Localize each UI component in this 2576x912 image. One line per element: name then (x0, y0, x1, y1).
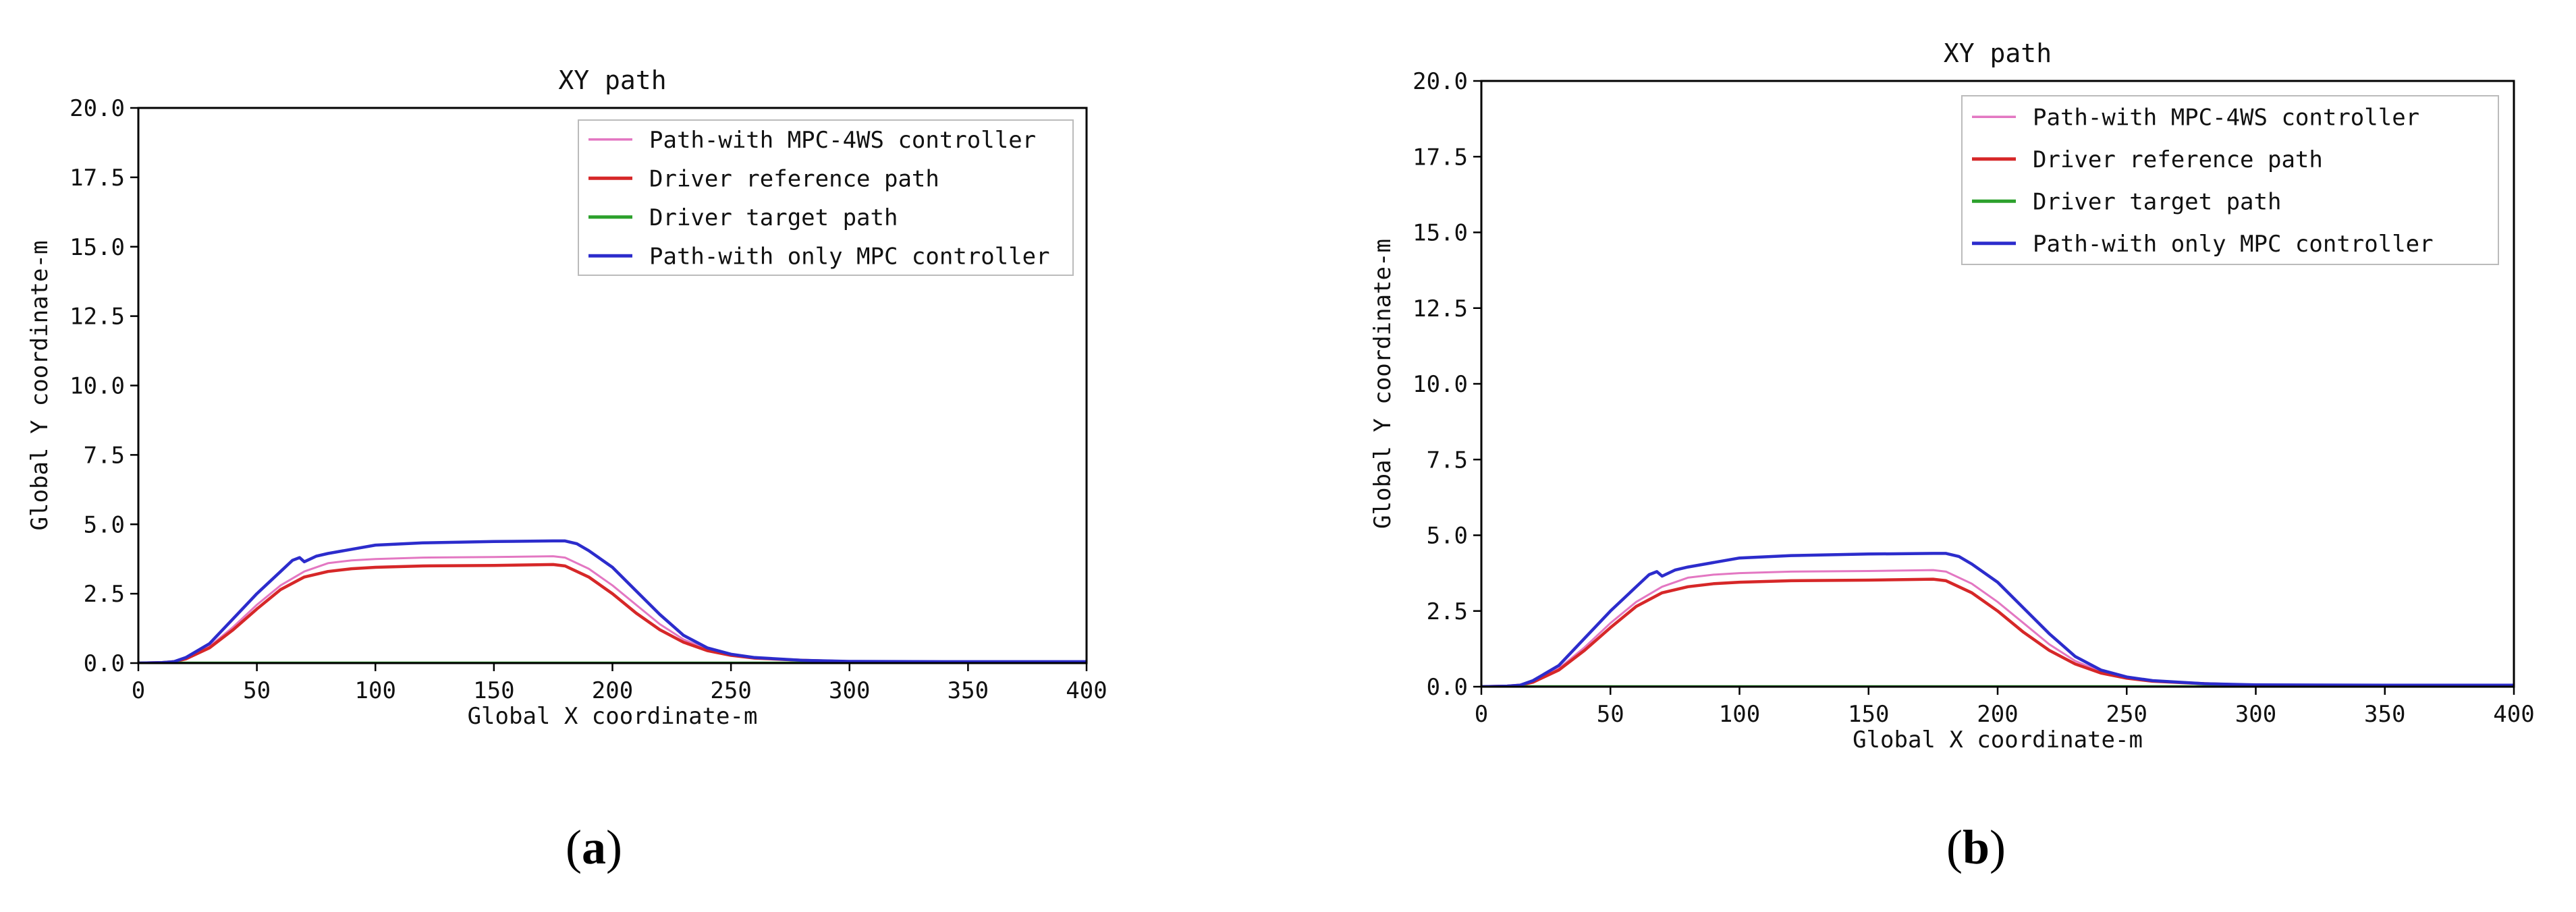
y-tick-label: 2.5 (1427, 598, 1468, 625)
x-tick-label: 200 (1977, 701, 2018, 728)
series-line-3 (138, 539, 1087, 663)
x-tick-label: 250 (710, 677, 751, 704)
chart-title: XY path (1944, 38, 2052, 68)
y-tick-label: 5.0 (84, 511, 125, 538)
x-tick-label: 250 (2106, 701, 2147, 728)
y-axis-label: Global Y coordinate-m (26, 241, 53, 531)
series-line-3 (1481, 552, 2514, 687)
x-tick-label: 100 (1719, 701, 1760, 728)
legend: Path-with MPC-4WS controller Driver refer… (578, 119, 1074, 276)
legend-box (1961, 95, 2499, 265)
x-tick-label: 0 (1475, 701, 1488, 728)
chart-panel-b: XY path 0 50 100 150 200 250 300 350 400 0.0 2.5 5.0… (1369, 38, 2535, 753)
x-tick-label: 300 (829, 677, 870, 704)
series-line-1 (1481, 577, 2514, 687)
x-axis-label: Global X coordinate-m (468, 703, 758, 730)
x-tick-label: 300 (2235, 701, 2276, 728)
chart-title: XY path (558, 65, 666, 95)
series-lines (1481, 552, 2514, 687)
x-tick-label: 400 (2493, 701, 2534, 728)
x-tick-label: 150 (1848, 701, 1889, 728)
y-tick-label: 17.5 (1413, 144, 1468, 171)
y-tick-label: 12.5 (1413, 295, 1468, 322)
x-tick-label: 0 (132, 677, 145, 704)
legend-label-0: Path-with MPC-4WS controller (2033, 104, 2419, 131)
caption-b: (b) (1946, 820, 2006, 874)
y-tick-label: 0.0 (1427, 674, 1468, 701)
y-tick-label: 10.0 (1413, 371, 1468, 398)
series-line-1 (138, 563, 1087, 663)
y-tick-label: 15.0 (1413, 220, 1468, 247)
y-tick-label: 0.0 (84, 650, 125, 677)
x-tick-label: 100 (355, 677, 396, 704)
y-tick-label: 7.5 (1427, 447, 1468, 474)
x-tick-label: 350 (2364, 701, 2405, 728)
legend: Path-with MPC-4WS controller Driver refer… (1961, 95, 2499, 265)
legend-box (578, 119, 1074, 276)
x-tick-label: 50 (243, 677, 271, 704)
legend-label-0: Path-with MPC-4WS controller (649, 127, 1036, 154)
y-tick-label: 2.5 (84, 581, 125, 608)
x-tick-label: 400 (1066, 677, 1107, 704)
x-tick-label: 150 (473, 677, 514, 704)
legend-label-3: Path-with only MPC controller (649, 243, 1050, 270)
series-lines (138, 539, 1087, 663)
x-tick-label: 200 (592, 677, 633, 704)
y-axis-label: Global Y coordinate-m (1369, 239, 1396, 529)
caption-a: (a) (566, 820, 622, 874)
chart-panel-a: XY path 0 50 100 150 200 250 300 350 400 0.0 2.5 5.0… (26, 65, 1107, 730)
x-axis-label: Global X coordinate-m (1853, 726, 2143, 753)
legend-label-2: Driver target path (2033, 188, 2281, 215)
x-tick-label: 50 (1597, 701, 1624, 728)
y-tick-label: 5.0 (1427, 523, 1468, 550)
legend-label-1: Driver reference path (2033, 146, 2323, 173)
y-tick-label: 10.0 (70, 373, 125, 400)
legend-label-2: Driver target path (649, 204, 898, 231)
y-tick-label: 20.0 (70, 95, 125, 122)
legend-label-1: Driver reference path (649, 165, 939, 192)
y-tick-label: 20.0 (1413, 68, 1468, 95)
y-tick-label: 7.5 (84, 442, 125, 469)
x-tick-label: 350 (948, 677, 989, 704)
y-tick-label: 15.0 (70, 234, 125, 261)
legend-label-3: Path-with only MPC controller (2033, 231, 2434, 258)
y-tick-label: 17.5 (70, 165, 125, 192)
y-tick-label: 12.5 (70, 304, 125, 331)
